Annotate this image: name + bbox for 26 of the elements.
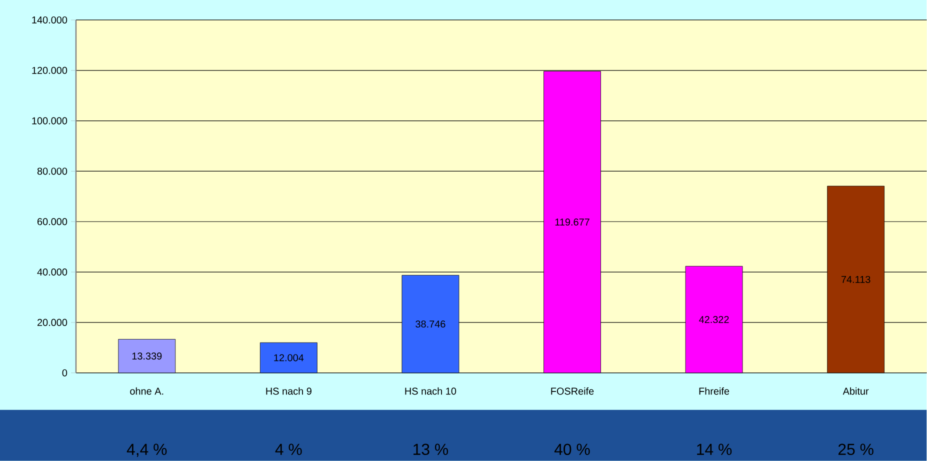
data-label: 12.004	[274, 354, 304, 362]
text: 4,4 %	[126, 444, 167, 457]
text: 14 %	[697, 444, 732, 456]
y-tick-label: 120.000	[32, 66, 68, 74]
text: 25 %	[838, 444, 874, 456]
y-tick-label: 0	[62, 369, 68, 376]
x-tick-label: FOSReife	[551, 387, 594, 395]
x-tick-label: Fhreife	[699, 387, 730, 395]
x-tick-label: HS nach 9	[266, 387, 312, 395]
data-label: 38.746	[416, 320, 446, 328]
data-label: 13.339	[132, 352, 162, 360]
y-tick-label: 20.000	[38, 319, 68, 326]
y-tick-label: 60.000	[38, 218, 68, 226]
y-tick-label: 80.000	[37, 168, 68, 175]
text: 4 %	[275, 444, 302, 456]
x-tick-label: HS nach 10	[405, 387, 456, 395]
text: 40 %	[554, 444, 590, 456]
x-tick-label: ohne A.	[130, 387, 164, 395]
data-label: 42.322	[699, 316, 729, 324]
y-tick-label: 40.000	[37, 268, 68, 276]
x-tick-label: Abitur	[842, 387, 869, 395]
y-tick-label: 100.000	[32, 117, 68, 124]
y-tick-label: 140.000	[32, 16, 68, 24]
text: 13 %	[414, 444, 448, 456]
data-label: 74.113	[841, 276, 870, 284]
data-label: 119.677	[555, 218, 590, 226]
